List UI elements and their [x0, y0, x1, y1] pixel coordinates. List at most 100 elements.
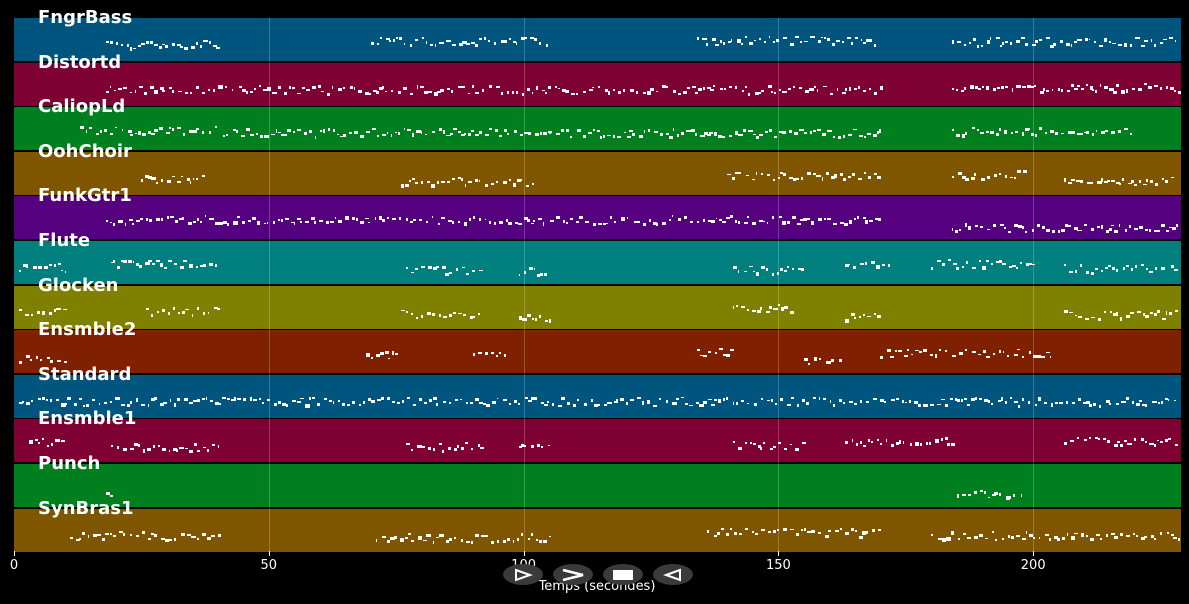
midi-note	[895, 349, 897, 353]
midi-note	[539, 315, 541, 319]
play-forward-button[interactable]	[503, 564, 543, 585]
x-tick-label: 200	[1020, 558, 1046, 573]
midi-note	[783, 528, 787, 532]
midi-note	[1138, 180, 1142, 184]
midi-note	[826, 218, 831, 220]
midi-note	[110, 444, 113, 448]
midi-note	[1080, 533, 1084, 537]
midi-note	[1010, 41, 1012, 45]
midi-note	[732, 266, 737, 269]
midi-note	[432, 267, 438, 271]
midi-note	[735, 220, 737, 224]
midi-note	[780, 268, 784, 272]
midi-note	[780, 398, 783, 401]
track-name-label: Punch	[38, 453, 101, 474]
midi-note	[381, 86, 385, 89]
midi-note	[1059, 401, 1064, 404]
midi-note	[292, 130, 296, 133]
midi-note	[413, 219, 416, 222]
midi-note	[807, 363, 811, 366]
midi-note	[576, 128, 582, 133]
midi-note	[33, 265, 37, 269]
midi-note	[233, 221, 238, 225]
midi-note	[910, 353, 913, 356]
fast-forward-button[interactable]	[553, 564, 593, 585]
midi-note	[862, 313, 866, 317]
midi-note	[1134, 437, 1137, 442]
midi-note	[748, 129, 753, 133]
midi-note	[441, 449, 445, 454]
midi-note	[407, 397, 411, 400]
midi-note	[1021, 37, 1026, 40]
midi-note	[800, 528, 804, 531]
midi-note	[396, 402, 401, 405]
midi-note	[513, 183, 517, 187]
midi-note	[985, 260, 990, 263]
midi-note	[137, 443, 140, 447]
midi-note	[1044, 401, 1048, 405]
midi-note	[428, 447, 431, 451]
midi-note	[257, 221, 260, 225]
midi-note	[831, 42, 835, 46]
midi-note	[1150, 180, 1153, 183]
midi-note	[779, 131, 783, 133]
midi-note	[1160, 224, 1165, 227]
midi-note	[217, 444, 220, 448]
midi-note	[54, 263, 56, 267]
midi-note	[117, 87, 122, 91]
midi-note	[1090, 182, 1094, 185]
midi-note	[147, 537, 151, 541]
midi-note	[605, 222, 608, 225]
midi-note	[308, 130, 312, 134]
midi-note	[1053, 42, 1056, 46]
midi-note	[778, 216, 783, 218]
midi-note	[662, 221, 666, 225]
stop-button[interactable]	[603, 564, 643, 585]
midi-note	[813, 172, 817, 175]
midi-note	[145, 217, 148, 222]
midi-note	[1060, 228, 1065, 233]
track-name-label: Standard	[38, 363, 132, 385]
midi-note	[53, 309, 56, 312]
midi-note	[1154, 537, 1157, 540]
midi-note	[930, 403, 935, 407]
midi-note	[1111, 131, 1115, 135]
midi-note	[758, 37, 762, 41]
midi-note	[1095, 534, 1100, 537]
midi-note	[800, 268, 805, 271]
midi-note	[853, 266, 856, 269]
midi-note	[512, 539, 515, 543]
midi-note	[163, 401, 167, 404]
midi-note	[713, 534, 718, 537]
midi-note	[311, 85, 317, 89]
play-outline-icon	[515, 568, 533, 581]
rewind-button[interactable]	[653, 564, 693, 585]
midi-note	[694, 132, 698, 136]
midi-note	[447, 220, 452, 223]
midi-note	[1040, 355, 1046, 358]
midi-note	[160, 263, 163, 267]
midi-note	[646, 400, 651, 404]
midi-note	[188, 402, 194, 405]
midi-note	[204, 215, 207, 218]
midi-note	[1150, 38, 1153, 43]
midi-note	[416, 130, 421, 133]
midi-note	[516, 537, 520, 541]
midi-note	[942, 262, 945, 267]
midi-note	[506, 91, 509, 95]
midi-note	[809, 88, 814, 91]
midi-note	[341, 402, 345, 406]
midi-note	[851, 528, 855, 531]
midi-note	[1004, 400, 1007, 404]
midi-note	[1135, 265, 1138, 269]
midi-note	[1149, 271, 1154, 274]
midi-note	[241, 220, 245, 225]
midi-note	[452, 43, 457, 47]
midi-note	[530, 533, 534, 537]
midi-note	[629, 129, 634, 132]
midi-note	[105, 492, 110, 496]
midi-note	[1110, 180, 1115, 183]
midi-note	[311, 217, 316, 220]
midi-note	[992, 353, 995, 356]
midi-note	[544, 404, 548, 407]
